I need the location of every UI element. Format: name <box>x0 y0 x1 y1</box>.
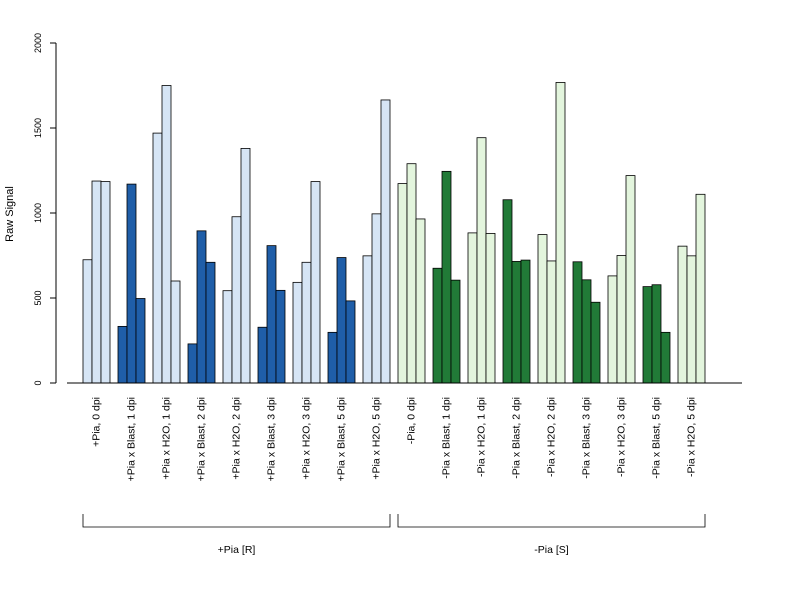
bar <box>292 281 303 384</box>
bar <box>607 275 618 384</box>
bar <box>310 181 321 384</box>
bar <box>266 245 277 384</box>
x-tick-label: -Pia x Blast, 2 dpi <box>511 397 523 479</box>
bar <box>581 279 592 384</box>
x-tick-label: -Pia x H2O, 3 dpi <box>616 397 628 477</box>
bar <box>135 298 146 384</box>
bar <box>345 300 356 384</box>
bar <box>432 267 443 384</box>
bar <box>511 261 522 384</box>
x-tick-label: +Pia, 0 dpi <box>91 397 103 447</box>
group-brackets: +Pia [R] -Pia [S] <box>82 514 706 556</box>
bar <box>100 181 111 384</box>
x-tick-label: -Pia, 0 dpi <box>406 397 418 444</box>
bar <box>336 257 347 384</box>
y-tick-label: 0 <box>33 380 43 385</box>
bar <box>546 260 557 384</box>
y-tick-label: 1000 <box>33 203 43 223</box>
bar <box>161 85 172 384</box>
x-tick-label: +Pia x Blast, 5 dpi <box>336 397 348 481</box>
group-bracket <box>397 514 706 528</box>
y-tick-label: 500 <box>33 290 43 305</box>
group-label: -Pia [S] <box>534 544 569 556</box>
bar <box>301 261 312 384</box>
bar <box>677 245 688 384</box>
bar <box>502 199 513 384</box>
x-tick-label: -Pia x H2O, 5 dpi <box>686 397 698 477</box>
bar <box>196 230 207 384</box>
x-tick-label: -Pia x H2O, 1 dpi <box>476 397 488 477</box>
y-tick-label: 1500 <box>33 118 43 138</box>
y-axis-label: Raw Signal <box>4 186 16 242</box>
bar <box>275 289 286 384</box>
bar <box>660 331 671 384</box>
bar <box>485 232 496 384</box>
bar <box>686 255 697 384</box>
x-tick-label: +Pia x Blast, 1 dpi <box>126 397 138 481</box>
bar <box>441 170 452 384</box>
bar <box>625 175 636 384</box>
x-tick-label: -Pia x Blast, 5 dpi <box>651 397 663 479</box>
bar <box>240 147 251 384</box>
bar <box>257 326 268 384</box>
bar <box>397 183 408 384</box>
x-tick-label: +Pia x H2O, 1 dpi <box>161 397 173 480</box>
bar <box>651 284 662 384</box>
bar <box>590 301 601 384</box>
bar <box>380 99 391 384</box>
x-tick-label: +Pia x Blast, 2 dpi <box>196 397 208 481</box>
bar <box>450 279 461 384</box>
bar <box>572 261 583 384</box>
bar <box>695 193 706 384</box>
bar <box>91 180 102 384</box>
bar <box>616 255 627 384</box>
y-tick-label: 2000 <box>33 33 43 53</box>
bar <box>415 218 426 384</box>
group-label: +Pia [R] <box>218 544 256 556</box>
bar <box>467 232 478 384</box>
bar <box>642 286 653 384</box>
x-tick-label: +Pia x H2O, 5 dpi <box>371 397 383 480</box>
x-tick-label: -Pia x Blast, 3 dpi <box>581 397 593 479</box>
x-tick-label: -Pia x Blast, 1 dpi <box>441 397 453 479</box>
bars <box>82 82 706 384</box>
bar <box>222 290 233 384</box>
x-tick-label: -Pia x H2O, 2 dpi <box>546 397 558 477</box>
bar <box>520 259 531 384</box>
bar <box>126 183 137 384</box>
bar <box>82 259 93 384</box>
y-axis: 0 500 1000 1500 2000 <box>33 33 57 386</box>
bar <box>117 325 128 384</box>
bar <box>371 213 382 384</box>
bar <box>205 261 216 384</box>
bar <box>231 216 242 384</box>
bar <box>406 163 417 384</box>
group-bracket <box>82 514 391 528</box>
x-tick-label: +Pia x H2O, 2 dpi <box>231 397 243 480</box>
bar <box>537 234 548 384</box>
bar <box>170 280 181 384</box>
bar <box>327 331 338 384</box>
bar <box>187 343 198 384</box>
x-tick-label: +Pia x H2O, 3 dpi <box>301 397 313 480</box>
bar <box>555 82 566 384</box>
bar <box>362 255 373 384</box>
x-tick-label: +Pia x Blast, 3 dpi <box>266 397 278 481</box>
x-axis-labels: +Pia, 0 dpi +Pia x Blast, 1 dpi +Pia x H2O… <box>91 397 698 481</box>
bar <box>476 137 487 384</box>
bar <box>152 132 163 384</box>
